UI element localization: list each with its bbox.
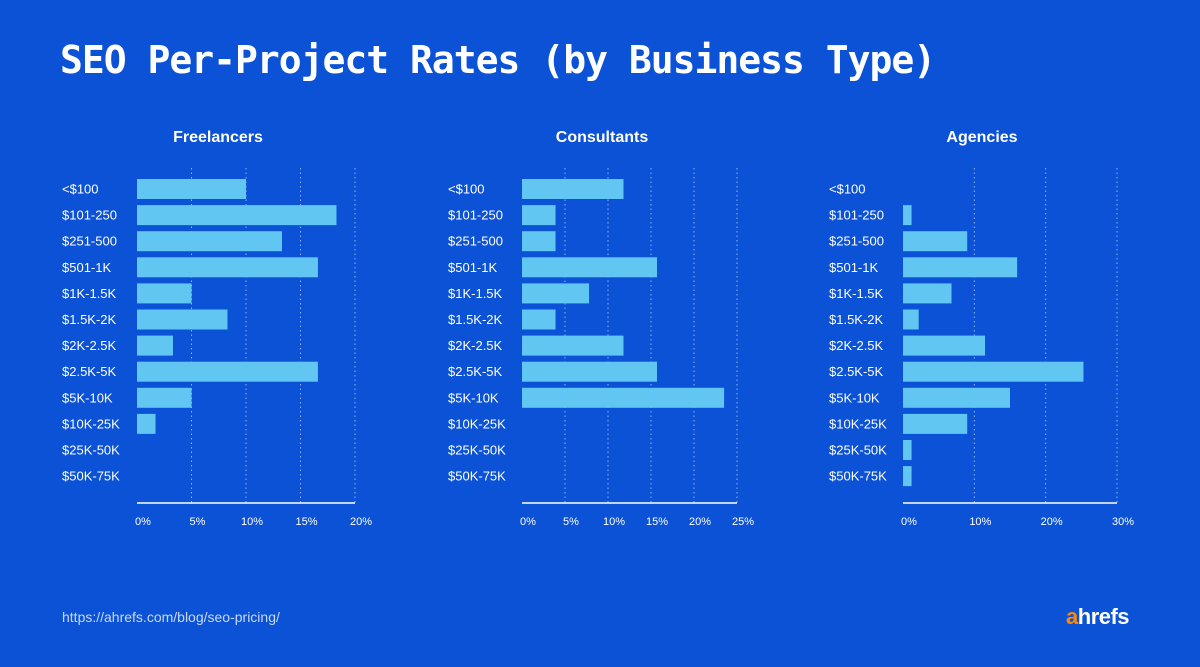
x-tick-label: 30% xyxy=(1112,516,1134,528)
bar xyxy=(137,335,173,356)
category-label: $251-500 xyxy=(829,234,884,249)
bar xyxy=(903,335,986,356)
category-label: $1.5K-2K xyxy=(829,312,884,327)
bar xyxy=(903,205,912,226)
bar xyxy=(522,335,624,356)
category-label: $251-500 xyxy=(62,234,117,249)
bar xyxy=(903,257,1018,278)
category-label: $50K-75K xyxy=(62,469,120,484)
category-label: $501-1K xyxy=(448,260,497,275)
bar xyxy=(522,231,556,252)
ahrefs-logo: ahrefs xyxy=(1066,604,1130,630)
x-tick-label: 0% xyxy=(520,516,536,528)
source-url: https://ahrefs.com/blog/seo-pricing/ xyxy=(62,609,280,625)
x-tick-label: 15% xyxy=(646,516,668,528)
category-label: $1K-1.5K xyxy=(62,286,117,301)
bar xyxy=(137,231,282,252)
bar xyxy=(522,309,556,330)
x-tick-label: 5% xyxy=(563,516,579,528)
x-tick-label: 10% xyxy=(969,516,991,528)
bar xyxy=(903,440,912,460)
category-label: $251-500 xyxy=(448,234,503,249)
bar xyxy=(522,179,624,199)
bar xyxy=(522,257,658,278)
bar xyxy=(137,205,337,226)
bar xyxy=(903,361,1084,382)
bar xyxy=(903,387,1010,408)
x-tick-label: 25% xyxy=(732,516,754,528)
bar xyxy=(137,309,228,330)
x-tick-label: 0% xyxy=(135,516,151,528)
category-label: <$100 xyxy=(448,182,485,197)
bar xyxy=(903,283,952,304)
bar xyxy=(137,283,192,304)
bar xyxy=(522,283,590,304)
category-label: $5K-10K xyxy=(448,390,499,405)
bar xyxy=(522,387,725,408)
category-label: $5K-10K xyxy=(62,390,113,405)
bar xyxy=(903,309,919,330)
bar xyxy=(522,361,658,382)
x-tick-label: 10% xyxy=(241,516,263,528)
bar xyxy=(137,413,156,434)
x-tick-label: 20% xyxy=(689,516,711,528)
x-tick-label: 10% xyxy=(603,516,625,528)
category-label: $2.5K-5K xyxy=(62,364,117,379)
category-label: <$100 xyxy=(829,182,866,197)
x-tick-label: 15% xyxy=(295,516,317,528)
x-tick-label: 0% xyxy=(901,516,917,528)
category-label: $50K-75K xyxy=(448,469,506,484)
category-label: $10K-25K xyxy=(62,416,120,431)
page-title: SEO Per-Project Rates (by Business Type) xyxy=(60,38,936,82)
logo-wordmark: hrefs xyxy=(1077,604,1130,629)
bar xyxy=(903,231,968,252)
x-tick-label: 20% xyxy=(350,516,372,528)
category-label: $1.5K-2K xyxy=(448,312,503,327)
x-tick-label: 5% xyxy=(190,516,206,528)
category-label: $50K-75K xyxy=(829,469,887,484)
category-label: <$100 xyxy=(62,182,99,197)
panel-title: Agencies xyxy=(946,129,1017,146)
category-label: $1.5K-2K xyxy=(62,312,117,327)
category-label: $501-1K xyxy=(62,260,111,275)
panel-title: Consultants xyxy=(556,129,649,146)
category-label: $10K-25K xyxy=(829,416,887,431)
bar xyxy=(137,257,318,278)
category-label: $2K-2.5K xyxy=(62,338,117,353)
category-label: $25K-50K xyxy=(62,443,120,458)
category-label: $1K-1.5K xyxy=(448,286,503,301)
category-label: $25K-50K xyxy=(448,443,506,458)
x-tick-label: 20% xyxy=(1041,516,1063,528)
category-label: $2K-2.5K xyxy=(448,338,503,353)
logo-accent-letter: a xyxy=(1066,604,1078,629)
bar xyxy=(903,466,912,487)
bar xyxy=(903,413,968,434)
category-label: $101-250 xyxy=(62,208,117,223)
bar xyxy=(137,387,192,408)
category-label: $2.5K-5K xyxy=(829,364,884,379)
category-label: $1K-1.5K xyxy=(829,286,884,301)
panel-title: Freelancers xyxy=(173,129,263,146)
category-label: $25K-50K xyxy=(829,443,887,458)
category-label: $101-250 xyxy=(448,208,503,223)
category-label: $5K-10K xyxy=(829,390,880,405)
category-label: $2.5K-5K xyxy=(448,364,503,379)
bar xyxy=(522,205,556,226)
category-label: $10K-25K xyxy=(448,416,506,431)
category-label: $2K-2.5K xyxy=(829,338,884,353)
category-label: $101-250 xyxy=(829,208,884,223)
category-label: $501-1K xyxy=(829,260,878,275)
bar xyxy=(137,179,246,199)
bar xyxy=(137,361,318,382)
